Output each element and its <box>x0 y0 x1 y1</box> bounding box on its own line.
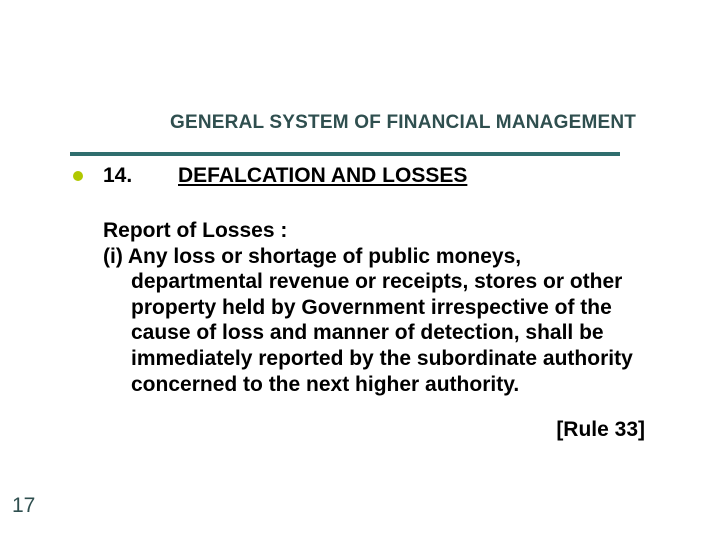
bullet-dot-icon <box>73 171 83 181</box>
slide: GENERAL SYSTEM OF FINANCIAL MANAGEMENT 1… <box>0 0 720 540</box>
section-title: DEFALCATION AND LOSSES <box>178 164 467 188</box>
title-underline-bar <box>70 152 620 156</box>
rule-reference: [Rule 33] <box>556 418 645 442</box>
slide-title: GENERAL SYSTEM OF FINANCIAL MANAGEMENT <box>170 112 636 134</box>
rule-number: 14. <box>103 164 132 188</box>
body-item-i-firstline: (i) Any loss or shortage of public money… <box>103 244 633 270</box>
body-text: Report of Losses : (i) Any loss or short… <box>103 218 633 397</box>
slide-number: 17 <box>12 494 35 518</box>
body-item-i-rest: departmental revenue or receipts, stores… <box>103 269 633 397</box>
report-label: Report of Losses : <box>103 218 633 244</box>
